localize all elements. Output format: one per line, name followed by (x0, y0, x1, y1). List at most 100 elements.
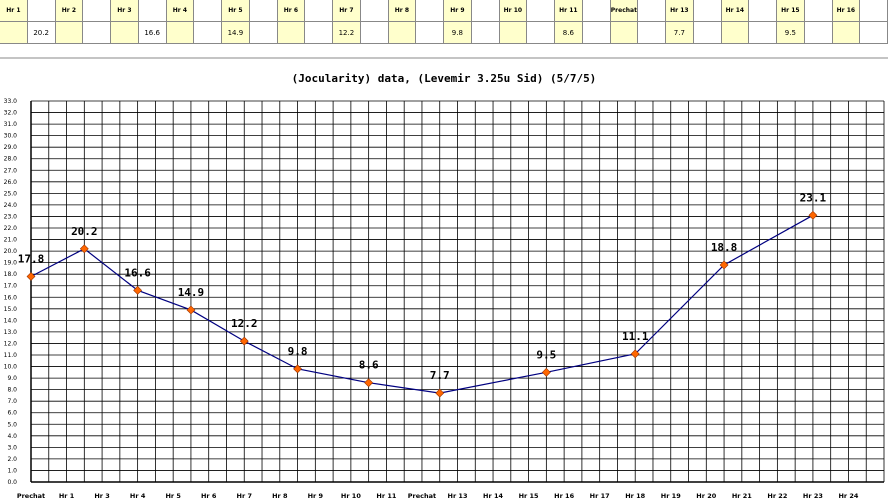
table-value-cell (249, 22, 278, 44)
table-header-cell (527, 0, 555, 22)
data-label: 8.6 (359, 359, 379, 372)
y-tick-label: 2.0 (7, 456, 17, 463)
x-tick-label: Hr 10 (341, 492, 361, 500)
table-header-cell: Hr 3 (111, 0, 139, 22)
y-tick-label: 26.0 (4, 179, 18, 186)
table-value-cell (194, 22, 222, 44)
y-tick-label: 32.0 (4, 110, 18, 117)
table-header-cell: Hr 4 (166, 0, 195, 22)
y-tick-label: 9.0 (7, 375, 17, 382)
table-value-cell (804, 22, 833, 44)
table-header-cell: Prechat (610, 0, 639, 22)
table-value-cell (360, 22, 389, 44)
table-header-cell: Hr 11 (555, 0, 583, 22)
y-tick-label: 28.0 (4, 156, 18, 163)
table-header-cell: Hr 15 (777, 0, 805, 22)
table-value-cell (416, 22, 444, 44)
data-point (808, 210, 818, 220)
table-value-cell (166, 22, 195, 44)
table-value-cell (721, 22, 750, 44)
x-tick-label: Hr 18 (625, 492, 645, 500)
chart-title: (Jocularity) data, (Levemir 3.25u Sid) (… (291, 72, 597, 85)
table-value-cell (527, 22, 555, 44)
header-data-table: Hr 1 Hr 2 Hr 3 Hr 4 Hr 5 Hr 6 Hr 7 Hr 8 Hr 9 Hr 1… (0, 0, 888, 45)
y-tick-label: 7.0 (7, 398, 17, 405)
x-tick-label: Hr 4 (130, 492, 146, 500)
x-tick-label: Hr 14 (483, 492, 503, 500)
y-tick-label: 17.0 (4, 283, 18, 290)
table-header-cell (249, 0, 278, 22)
data-label: 20.2 (71, 225, 98, 238)
y-tick-label: 18.0 (4, 271, 18, 278)
y-tick-label: 30.0 (4, 133, 18, 140)
x-tick-label: Hr 1 (59, 492, 75, 500)
data-point (79, 244, 89, 254)
x-tick-label: Hr 13 (448, 492, 468, 500)
y-tick-label: 16.0 (4, 294, 18, 301)
y-tick-label: 0.0 (7, 479, 17, 486)
table-value-cell (749, 22, 777, 44)
x-tick-label: Hr 15 (519, 492, 539, 500)
data-label: 11.1 (622, 330, 649, 343)
data-point (435, 388, 445, 398)
table-value-cell (277, 22, 306, 44)
y-tick-label: 25.0 (4, 190, 18, 197)
x-tick-label: Hr 8 (272, 492, 288, 500)
y-tick-label: 3.0 (7, 444, 17, 451)
y-tick-label: 24.0 (4, 202, 18, 209)
x-tick-label: Hr 11 (376, 492, 396, 500)
table-value-cell (111, 22, 139, 44)
table-value-cell (0, 22, 28, 44)
table-header-cell: Hr 13 (666, 0, 694, 22)
data-point (293, 364, 302, 374)
y-tick-label: 29.0 (4, 144, 18, 151)
table-value-cell (610, 22, 639, 44)
table-header-cell (582, 0, 611, 22)
table-value-cell (388, 22, 417, 44)
table-value-cell (499, 22, 528, 44)
y-tick-label: 31.0 (4, 121, 18, 128)
y-tick-label: 1.0 (7, 467, 17, 474)
y-tick-label: 13.0 (4, 329, 18, 336)
data-point (630, 349, 640, 359)
data-label: 18.8 (711, 241, 738, 254)
y-tick-label: 10.0 (4, 364, 18, 371)
table-header-cell: Hr 5 (222, 0, 250, 22)
table-header-cell (749, 0, 777, 22)
data-label: 9.8 (288, 345, 308, 358)
table-header-cell: Hr 6 (277, 0, 306, 22)
y-tick-label: 6.0 (7, 410, 17, 417)
table-value-cell: 16.6 (138, 22, 167, 44)
table-value-cell (305, 22, 333, 44)
table-value-cell: 9.8 (444, 22, 472, 44)
table-value-cell: 9.5 (777, 22, 805, 44)
table-header-cell: Hr 16 (832, 0, 861, 22)
y-tick-label: 21.0 (4, 237, 18, 244)
table-value-cell: 20.2 (27, 22, 56, 44)
x-tick-label: Hr 9 (308, 492, 324, 500)
table-value-cell: 8.6 (555, 22, 583, 44)
table-value-cell: 7.7 (666, 22, 694, 44)
table-header-cell (138, 0, 167, 22)
y-tick-label: 19.0 (4, 260, 18, 267)
x-tick-label: Hr 21 (732, 492, 752, 500)
y-tick-label: 5.0 (7, 421, 17, 428)
data-point (133, 285, 143, 295)
x-tick-label: Hr 6 (201, 492, 217, 500)
data-label: 23.1 (800, 191, 827, 204)
data-point (26, 272, 36, 281)
table-header-cell (638, 0, 666, 22)
table-header-cell: Hr 2 (55, 0, 84, 22)
table-header-cell: Hr 1 (0, 0, 28, 22)
data-label: 16.6 (124, 266, 151, 279)
x-tick-label: Hr 22 (767, 492, 787, 500)
table-value-cell (471, 22, 500, 44)
y-tick-label: 12.0 (4, 340, 18, 347)
table-header-cell (83, 0, 111, 22)
y-tick-label: 23.0 (4, 213, 18, 220)
table-header-cell (305, 0, 333, 22)
data-label: 12.2 (231, 317, 258, 330)
x-tick-label: Hr 24 (838, 492, 858, 500)
table-value-cell: 14.9 (222, 22, 250, 44)
y-tick-label: 14.0 (4, 317, 18, 324)
